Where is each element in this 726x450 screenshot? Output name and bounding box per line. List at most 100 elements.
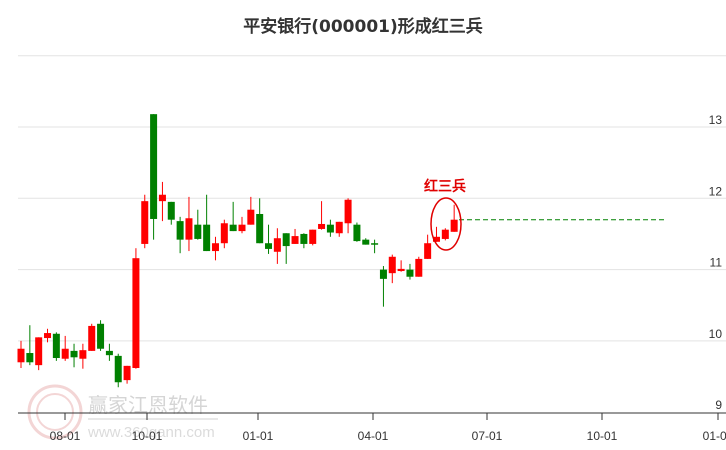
- candle: [415, 256, 423, 277]
- candle: [132, 248, 140, 369]
- candle-body: [79, 350, 87, 359]
- candle-body: [52, 333, 60, 359]
- candle-body: [424, 243, 432, 259]
- candle: [450, 204, 458, 232]
- candle-body: [353, 224, 361, 242]
- candle: [203, 194, 211, 252]
- candle: [273, 228, 281, 264]
- candle: [17, 340, 25, 368]
- candle: [424, 234, 432, 259]
- candle: [158, 181, 166, 222]
- candle: [35, 337, 43, 371]
- candle: [52, 332, 60, 361]
- annotation-group: 红三兵: [424, 178, 466, 251]
- x-tick-label: 08-01: [50, 429, 81, 443]
- candle: [123, 365, 131, 384]
- candle: [238, 216, 246, 234]
- candle: [291, 228, 299, 244]
- candle: [185, 196, 193, 252]
- candle-body: [97, 323, 105, 349]
- candle-body: [450, 219, 458, 232]
- candle-body: [176, 221, 184, 240]
- y-axis: 13 12 11 10 9: [709, 113, 723, 412]
- candles: [17, 114, 458, 388]
- candle: [105, 343, 113, 361]
- candle: [318, 201, 326, 230]
- x-tick-label: 04-01: [358, 429, 389, 443]
- candle: [114, 353, 122, 388]
- candle-body: [344, 199, 352, 224]
- candle: [388, 254, 396, 284]
- candle-body: [105, 350, 113, 356]
- watermark-url: www.360gann.com: [87, 424, 215, 441]
- candle: [44, 328, 52, 343]
- chart-title: 平安银行(000001)形成红三兵: [243, 17, 483, 37]
- candle-body: [44, 333, 52, 339]
- candle: [229, 201, 237, 232]
- candle: [79, 343, 87, 369]
- candle-body: [362, 239, 370, 245]
- candle: [282, 233, 290, 264]
- candle: [353, 222, 361, 242]
- candle-body: [26, 353, 34, 363]
- candle-body: [371, 243, 379, 245]
- grid-lines: [18, 55, 726, 342]
- candle: [26, 325, 34, 366]
- x-tick-label: 01-01: [703, 429, 726, 443]
- candle-body: [70, 350, 78, 358]
- candle: [97, 320, 105, 351]
- candle: [432, 226, 440, 242]
- candle: [61, 335, 69, 361]
- annotation-label: 红三兵: [424, 178, 466, 195]
- candle-body: [238, 224, 246, 232]
- candle-body: [379, 269, 387, 279]
- candle: [265, 224, 273, 254]
- candle-body: [88, 325, 96, 351]
- candle: [141, 194, 149, 249]
- candle: [326, 219, 334, 237]
- candle: [220, 219, 228, 249]
- candle-body: [432, 236, 440, 242]
- candle-body: [132, 258, 140, 368]
- candle-body: [247, 209, 255, 225]
- candle-body: [141, 201, 149, 244]
- candle: [167, 201, 175, 225]
- candle: [194, 209, 202, 240]
- candle-body: [415, 258, 423, 277]
- highlight-ellipse: [430, 197, 462, 251]
- x-tick-label: 01-01: [243, 429, 274, 443]
- candle-body: [203, 224, 211, 252]
- candle: [300, 233, 308, 249]
- candle-body: [158, 194, 166, 202]
- candle-body: [282, 233, 290, 247]
- candle-body: [35, 337, 43, 366]
- candle: [256, 198, 264, 244]
- candle-body: [397, 268, 405, 272]
- candle-body: [388, 256, 396, 274]
- candle-body: [335, 221, 343, 234]
- candle-body: [326, 224, 334, 233]
- candle-body: [300, 233, 308, 244]
- x-tick-label: 07-01: [472, 429, 503, 443]
- candle-body: [211, 243, 219, 252]
- candle: [406, 263, 414, 280]
- x-tick-label: 10-01: [132, 429, 163, 443]
- candle-body: [114, 355, 122, 383]
- candle: [362, 238, 370, 245]
- y-tick-label: 10: [709, 327, 723, 341]
- candle-body: [441, 229, 449, 239]
- candle-body: [17, 348, 25, 363]
- candle: [176, 216, 184, 254]
- candle: [335, 221, 343, 237]
- candle: [379, 266, 387, 307]
- candle-body: [167, 201, 175, 220]
- y-tick-label: 12: [709, 184, 723, 198]
- candle-body: [194, 224, 202, 239]
- candle-body: [61, 348, 69, 359]
- watermark-seal-icon: [27, 384, 83, 440]
- y-tick-label: 9: [715, 398, 722, 412]
- watermark-seal-inner: [36, 393, 74, 431]
- candle-body: [309, 229, 317, 244]
- candle-body: [229, 224, 237, 232]
